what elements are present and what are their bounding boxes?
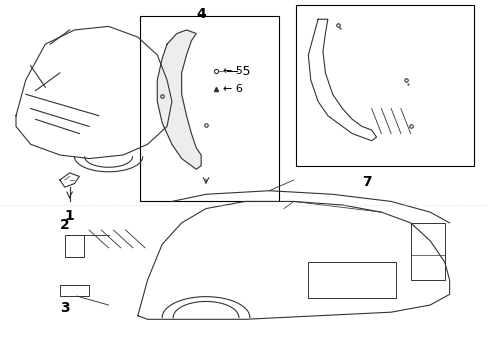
Text: 3: 3 <box>60 301 70 315</box>
Bar <box>140 16 279 202</box>
Bar <box>308 262 396 298</box>
Bar <box>65 235 84 257</box>
Text: 2: 2 <box>60 218 70 232</box>
Bar <box>411 223 445 280</box>
Text: 4: 4 <box>196 7 206 21</box>
Text: — 5: — 5 <box>225 64 250 77</box>
Bar <box>60 285 89 296</box>
Polygon shape <box>157 30 201 169</box>
Text: ← 5: ← 5 <box>223 66 243 76</box>
Text: ← 6: ← 6 <box>223 84 243 94</box>
Text: 7: 7 <box>362 175 371 189</box>
Bar <box>296 5 474 166</box>
Text: 1: 1 <box>65 208 74 222</box>
